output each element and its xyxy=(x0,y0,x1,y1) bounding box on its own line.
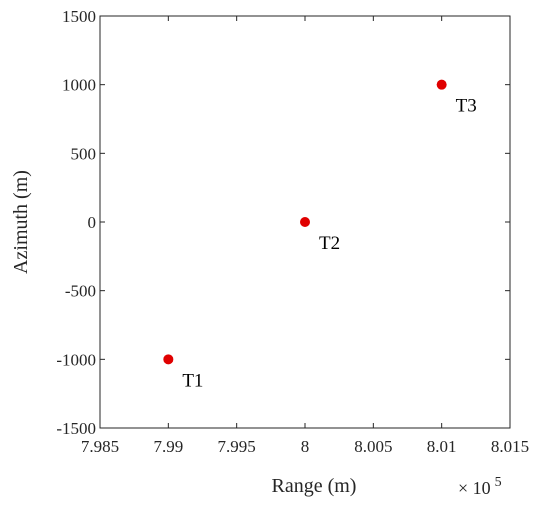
y-tick-label: 500 xyxy=(71,144,97,163)
x-multiplier-exponent: 5 xyxy=(495,475,502,490)
y-tick-label: -1500 xyxy=(56,419,96,438)
data-point-t2 xyxy=(300,217,310,227)
x-axis-label: Range (m) xyxy=(272,475,357,497)
x-tick-label: 8.015 xyxy=(491,437,529,456)
y-axis-label: Azimuth (m) xyxy=(10,170,32,274)
x-multiplier-base: × 10 xyxy=(458,478,491,498)
x-tick-label: 7.99 xyxy=(153,437,183,456)
axis-ticks xyxy=(99,15,511,429)
point-label-t1: T1 xyxy=(182,370,203,391)
data-point-t1 xyxy=(163,354,174,365)
axis-tick-labels: 7.985 7.99 7.995 8 8.005 8.01 8.015 1500 1000 500… xyxy=(56,7,529,456)
x-multiplier-label: × 10 5 xyxy=(458,475,502,498)
x-tick-label: 8.005 xyxy=(354,437,392,456)
x-tick-label: 7.995 xyxy=(218,437,256,456)
y-tick-label: -1000 xyxy=(56,350,96,369)
data-point-t3 xyxy=(436,79,447,90)
point-label-t3: T3 xyxy=(456,96,477,117)
y-tick-label: 1500 xyxy=(62,7,96,26)
point-label-t2: T2 xyxy=(319,233,340,254)
x-tick-label: 8 xyxy=(301,437,310,456)
x-tick-label: 7.985 xyxy=(81,437,119,456)
y-tick-label: -500 xyxy=(65,282,96,301)
y-tick-label: 0 xyxy=(88,213,97,232)
y-tick-label: 1000 xyxy=(62,76,96,95)
x-tick-label: 8.01 xyxy=(427,437,457,456)
data-points: T1 T2 T3 xyxy=(163,79,477,391)
